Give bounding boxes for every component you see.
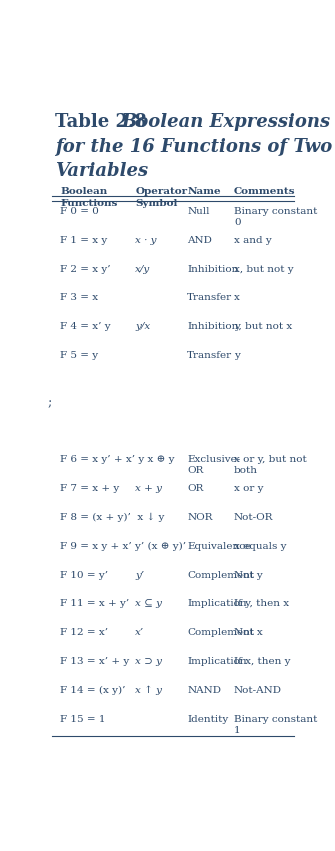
Text: F 5 = y: F 5 = y (60, 351, 98, 360)
Text: x equals y: x equals y (234, 542, 286, 551)
Text: AND: AND (187, 236, 212, 245)
Text: Not-OR: Not-OR (234, 513, 273, 522)
Text: Binary constant
0: Binary constant 0 (234, 207, 317, 227)
Text: x and y: x and y (234, 236, 272, 245)
Text: x: x (234, 294, 240, 302)
Text: F 14 = (x y)’: F 14 = (x y)’ (60, 686, 126, 695)
Text: OR: OR (187, 484, 204, 493)
Text: NOR: NOR (187, 513, 213, 522)
Text: y, but not x: y, but not x (234, 323, 292, 331)
Text: F 3 = x: F 3 = x (60, 294, 98, 302)
Text: F 0 = 0: F 0 = 0 (60, 207, 99, 216)
Text: Boolean
Functions: Boolean Functions (60, 187, 118, 208)
Text: F 8 = (x + y)’  x ↓ y: F 8 = (x + y)’ x ↓ y (60, 513, 164, 523)
Text: Complement: Complement (187, 571, 254, 580)
Text: Not-AND: Not-AND (234, 686, 282, 695)
Text: Binary constant
1: Binary constant 1 (234, 715, 317, 735)
Text: If x, then y: If x, then y (234, 657, 290, 666)
Text: x + y: x + y (135, 484, 162, 493)
Text: F 7 = x + y: F 7 = x + y (60, 484, 119, 493)
Text: Table 2.8: Table 2.8 (55, 113, 153, 131)
Text: Not y: Not y (234, 571, 263, 580)
Text: F 15 = 1: F 15 = 1 (60, 715, 106, 724)
Text: F 2 = x y’: F 2 = x y’ (60, 265, 111, 274)
Text: Name: Name (187, 187, 221, 197)
Text: F 12 = x’: F 12 = x’ (60, 628, 108, 637)
Text: Operator
Symbol: Operator Symbol (135, 187, 188, 208)
Text: x’: x’ (135, 628, 144, 637)
Text: NAND: NAND (187, 686, 221, 695)
Text: Boolean Expressions: Boolean Expressions (121, 113, 330, 131)
Text: x, but not y: x, but not y (234, 265, 293, 274)
Text: x or y: x or y (234, 484, 264, 493)
Text: y/x: y/x (135, 323, 151, 331)
Text: Exclusive-
OR: Exclusive- OR (187, 455, 241, 476)
Text: F 1 = x y: F 1 = x y (60, 236, 107, 245)
Text: If y, then x: If y, then x (234, 599, 289, 608)
Text: x ⊆ y: x ⊆ y (135, 599, 162, 608)
Text: Transfer: Transfer (187, 294, 232, 302)
Text: Inhibition: Inhibition (187, 265, 239, 274)
Text: Complement: Complement (187, 628, 254, 637)
Text: for the 16 Functions of Two: for the 16 Functions of Two (55, 138, 332, 156)
Text: Transfer: Transfer (187, 351, 232, 360)
Text: F 13 = x’ + y: F 13 = x’ + y (60, 657, 129, 666)
Text: ;: ; (47, 397, 51, 409)
Text: Implication: Implication (187, 657, 247, 666)
Text: Not x: Not x (234, 628, 263, 637)
Text: Variables: Variables (55, 162, 148, 180)
Text: F 10 = y’: F 10 = y’ (60, 571, 108, 580)
Text: F 11 = x + y’: F 11 = x + y’ (60, 599, 129, 608)
Text: Equivalence: Equivalence (187, 542, 251, 551)
Text: x · y: x · y (135, 236, 157, 245)
Text: x or y, but not
both: x or y, but not both (234, 455, 307, 476)
Text: Identity: Identity (187, 715, 228, 724)
Text: x ↑ y: x ↑ y (135, 686, 162, 695)
Text: F 9 = x y + x’ y’ (x ⊕ y)’: F 9 = x y + x’ y’ (x ⊕ y)’ (60, 542, 186, 551)
Text: Null: Null (187, 207, 210, 216)
Text: y’: y’ (135, 571, 144, 580)
Text: F 4 = x’ y: F 4 = x’ y (60, 323, 111, 331)
Text: Comments: Comments (234, 187, 295, 197)
Text: F 6 = x y’ + x’ y x ⊕ y: F 6 = x y’ + x’ y x ⊕ y (60, 455, 175, 465)
Text: Implication: Implication (187, 599, 247, 608)
Text: y: y (234, 351, 240, 360)
Text: Inhibition: Inhibition (187, 323, 239, 331)
Text: x ⊃ y: x ⊃ y (135, 657, 162, 666)
Text: x/y: x/y (135, 265, 151, 274)
